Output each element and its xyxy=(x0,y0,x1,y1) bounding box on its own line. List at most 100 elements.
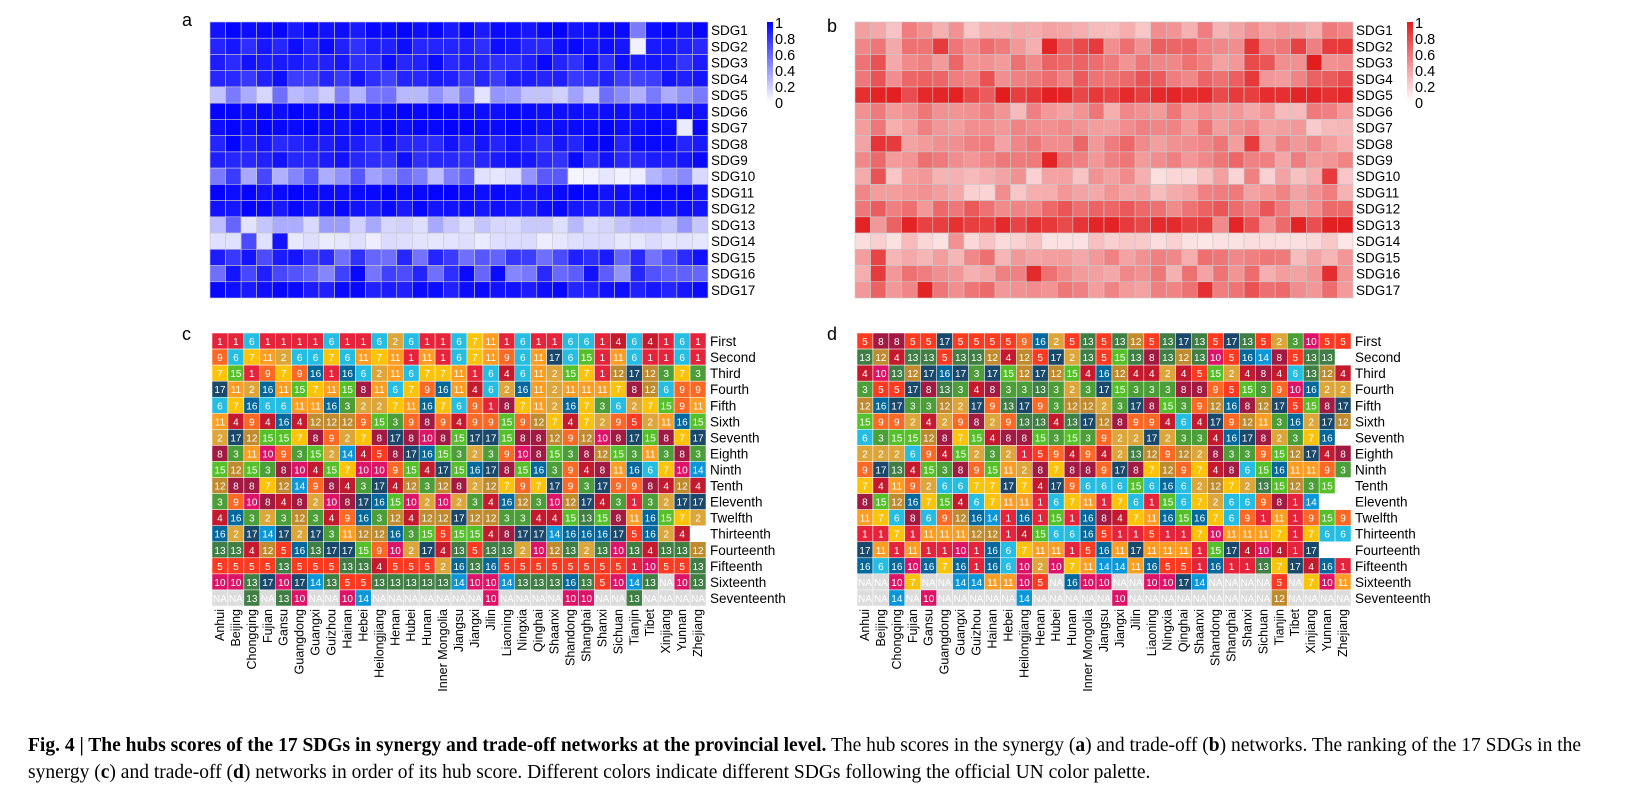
ranking-cell-label: 13 xyxy=(1194,353,1206,364)
heatmap-cell xyxy=(256,37,273,55)
heatmap-cell xyxy=(1165,232,1183,250)
ranking-cell-label: 15 xyxy=(645,433,657,444)
ranking-cell-label: 9 xyxy=(1229,417,1235,428)
heatmap-cell xyxy=(256,119,273,136)
ranking-cell-label: 13 xyxy=(310,546,322,557)
heatmap-cell xyxy=(256,216,273,234)
ranking-cell-label: 7 xyxy=(1197,530,1203,541)
ranking-cell-label: 11 xyxy=(1338,578,1349,589)
heatmap-cell xyxy=(365,86,382,104)
ranking-cell-label: 5 xyxy=(1165,562,1171,573)
ranking-cell-label: 15 xyxy=(246,466,258,477)
ranking-cell-label: 3 xyxy=(520,514,526,525)
ranking-cell-label: 12 xyxy=(438,482,450,493)
ranking-cell-label: 15 xyxy=(581,353,593,364)
heatmap-cell xyxy=(598,200,615,218)
heatmap-cell xyxy=(443,86,460,104)
heatmap-cell xyxy=(1259,281,1276,299)
ranking-cell-label: 16 xyxy=(565,530,577,541)
ranking-cell-label: 5 xyxy=(1229,353,1235,364)
heatmap-cell xyxy=(1072,119,1089,136)
ranking-cell-label: 15 xyxy=(1035,433,1047,444)
heatmap-cell xyxy=(505,151,522,169)
ranking-cell-label: 10 xyxy=(1306,337,1318,348)
heatmap-cell xyxy=(676,184,693,201)
heatmap-cell xyxy=(1274,281,1292,299)
ranking-cell-label: 12 xyxy=(613,369,625,380)
ranking-cell-label: 3 xyxy=(1181,401,1187,412)
heatmap-cell xyxy=(458,37,475,55)
ranking-cell-label: 10 xyxy=(565,594,577,605)
ranking-cell-label: 16 xyxy=(1067,578,1079,589)
ranking-cell-label: NA xyxy=(420,594,434,605)
ranking-cell-label: 14 xyxy=(358,594,370,605)
heatmap-cell xyxy=(885,37,902,55)
heatmap-cell xyxy=(1181,232,1198,250)
heatmap-cell xyxy=(287,54,304,72)
ranking-cell-label: 2 xyxy=(1213,498,1219,509)
ranking-cell-label: 5 xyxy=(1149,530,1155,541)
heatmap-cell xyxy=(303,21,320,39)
heatmap-cell xyxy=(1150,281,1167,299)
heatmap-cell xyxy=(318,281,335,299)
heatmap-cell xyxy=(870,86,887,104)
ranking-cell-label: 11 xyxy=(263,353,274,364)
heatmap-cell xyxy=(1228,86,1245,104)
ranking-cell-label: 9 xyxy=(990,401,996,412)
heatmap-cell xyxy=(209,265,226,283)
heatmap-cell xyxy=(256,281,273,299)
ranking-cell-label: 15 xyxy=(565,369,577,380)
heatmap-cell xyxy=(854,200,871,218)
ranking-cell-label: 3 xyxy=(472,498,478,509)
ranking-cell-label: 17 xyxy=(374,482,386,493)
heatmap-cell xyxy=(979,281,996,299)
ranking-cell-label: 17 xyxy=(1051,353,1063,364)
heatmap-cell xyxy=(567,70,584,88)
ranking-cell-label: NA xyxy=(548,594,562,605)
heatmap-cell xyxy=(1025,200,1043,218)
heatmap-cell xyxy=(380,119,398,136)
heatmap-cell xyxy=(1010,135,1027,153)
ranking-cell-label: 3 xyxy=(217,498,223,509)
ranking-cell-label: 17 xyxy=(971,401,983,412)
ranking-cell-label: 9 xyxy=(1149,417,1155,428)
ranking-cell-label: 7 xyxy=(392,401,398,412)
ranking-column-label: Tibet xyxy=(1288,608,1302,636)
heatmap-cell xyxy=(1259,102,1276,120)
heatmap-cell xyxy=(1010,86,1027,104)
ranking-cell-label: 10 xyxy=(907,562,919,573)
heatmap-cell xyxy=(1197,151,1214,169)
ranking-cell-label: 16 xyxy=(859,562,871,573)
heatmap-cell xyxy=(271,265,289,283)
ranking-cell-label: 3 xyxy=(345,401,351,412)
ranking-cell-label: 7 xyxy=(894,530,900,541)
ranking-cell-label: 16 xyxy=(677,417,689,428)
ranking-cell-label: 3 xyxy=(1229,449,1235,460)
heatmap-cell xyxy=(661,37,678,55)
heatmap-cell xyxy=(287,86,304,104)
ranking-cell-label: 11 xyxy=(908,546,919,557)
ranking-cell-label: 9 xyxy=(440,417,446,428)
heatmap-cell xyxy=(427,86,444,104)
heatmap-cell xyxy=(870,119,887,136)
heatmap-cell xyxy=(614,265,631,283)
ranking-cell-label: 5 xyxy=(504,562,510,573)
ranking-cell-label: 13 xyxy=(485,546,497,557)
ranking-column-label: Jiangxi xyxy=(468,609,482,648)
heatmap-cell xyxy=(1306,184,1323,201)
ranking-cell-label: 1 xyxy=(313,337,319,348)
heatmap-cell xyxy=(1228,135,1245,153)
ranking-cell-label: 8 xyxy=(281,466,287,477)
ranking-cell-label: 16 xyxy=(875,401,887,412)
heatmap-cell xyxy=(614,21,631,39)
heatmap-cell xyxy=(1072,86,1089,104)
ranking-cell-label: 4 xyxy=(942,449,948,460)
ranking-cell-label: 4 xyxy=(1006,353,1012,364)
ranking-cell-label: 2 xyxy=(504,385,510,396)
ranking-cell-label: 13 xyxy=(469,562,481,573)
heatmap-cell xyxy=(994,37,1011,55)
ranking-cell-label: 13 xyxy=(438,578,450,589)
ranking-cell-label: 5 xyxy=(568,562,574,573)
heatmap-cell xyxy=(520,54,538,72)
heatmap-cell xyxy=(1321,232,1338,250)
